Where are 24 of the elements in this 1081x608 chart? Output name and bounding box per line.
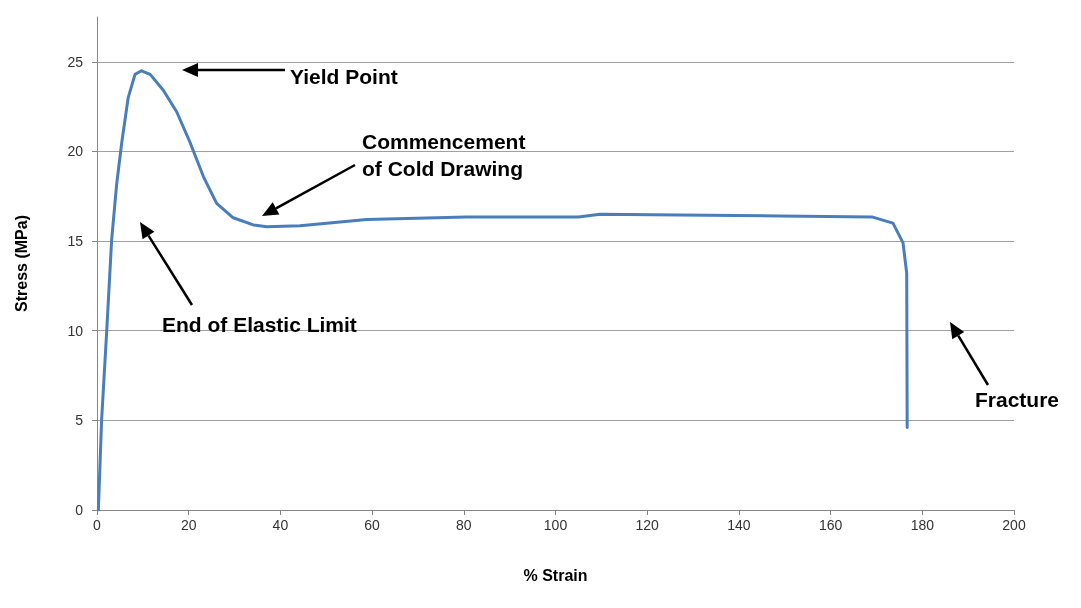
y-tick-label: 25	[67, 53, 84, 70]
y-tick-label: 0	[75, 502, 84, 518]
x-tick-label: 80	[456, 517, 472, 533]
annotation: End of Elastic Limit	[162, 313, 357, 336]
x-tick-label: 100	[543, 517, 568, 533]
x-tick-label: 140	[727, 517, 751, 533]
line-series	[96, 69, 909, 512]
y-axis-title: Stress (MPa)	[12, 215, 30, 312]
y-tick-label: 15	[67, 233, 84, 250]
annotation: Yield Point	[290, 65, 398, 88]
y-tick-label: 5	[75, 412, 84, 429]
x-tick-label: 40	[272, 517, 289, 533]
x-tick-label: 0	[93, 517, 102, 533]
x-tick-label: 200	[1002, 517, 1026, 533]
x-tick-label: 180	[910, 517, 935, 533]
annotation: Fracture	[975, 388, 1060, 411]
x-axis-title: % Strain	[523, 566, 588, 584]
x-tick-label: 20	[180, 517, 197, 533]
y-tick-label: 20	[67, 143, 84, 160]
x-tick-label: 60	[364, 517, 381, 533]
annotation: Commencement of Cold Drawing	[362, 130, 526, 180]
y-tick-label: 10	[67, 322, 84, 339]
x-tick-label: 120	[635, 517, 660, 533]
x-tick-label: 160	[818, 517, 843, 533]
